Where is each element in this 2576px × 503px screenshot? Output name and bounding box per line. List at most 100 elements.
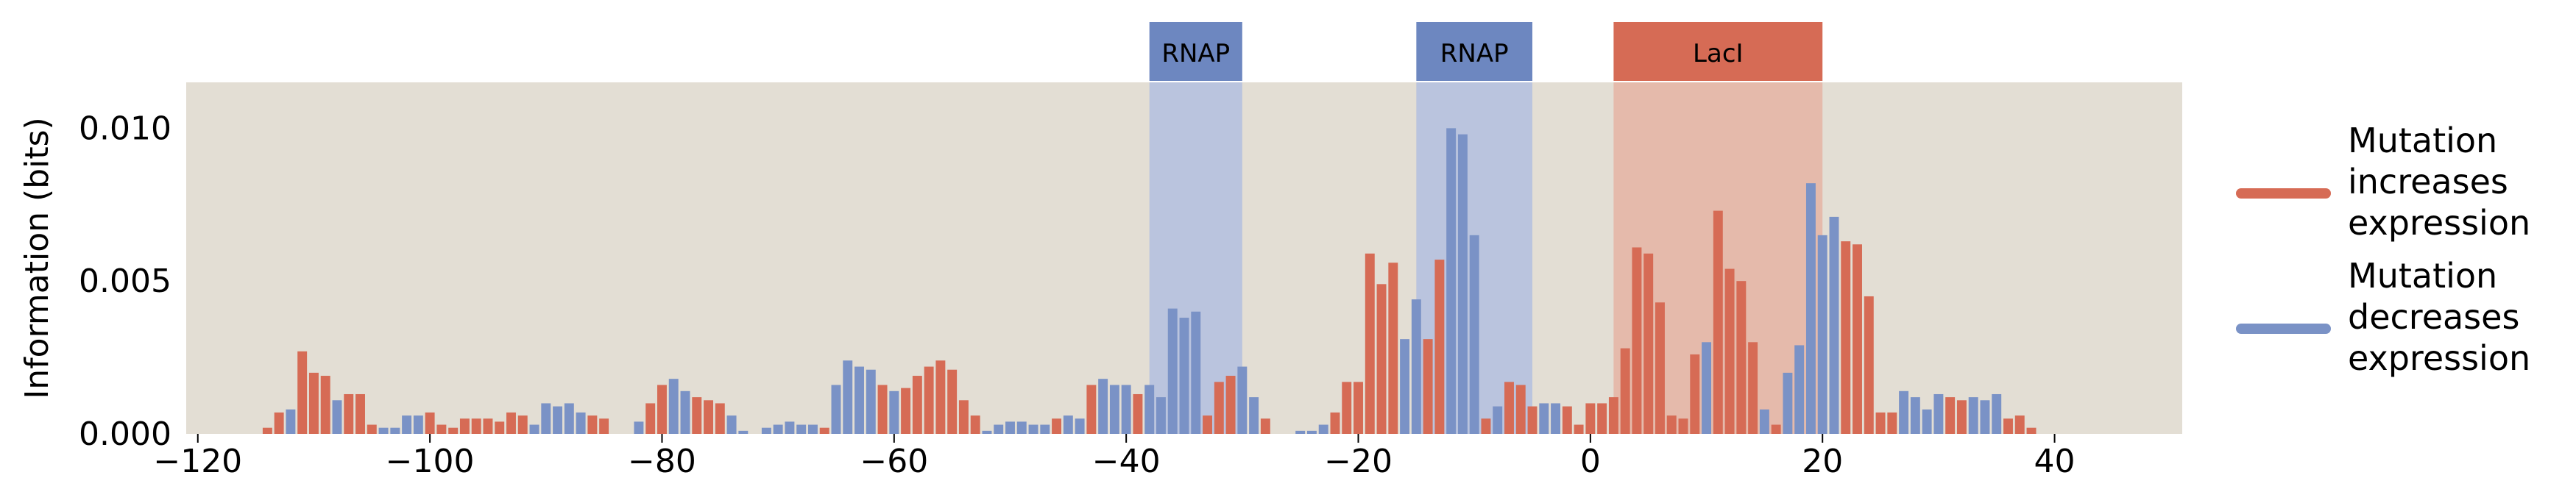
bar-increase <box>320 376 330 434</box>
bar-decrease <box>1817 235 1827 434</box>
bar-increase <box>1423 339 1433 434</box>
region-box-rnap-0 <box>1149 22 1242 81</box>
bar-decrease <box>773 424 783 434</box>
bar-decrease <box>1910 397 1920 434</box>
bar-increase <box>958 400 969 434</box>
bar-increase <box>935 360 946 434</box>
bar-increase <box>1527 406 1538 434</box>
bar-increase <box>355 393 365 434</box>
region-box-laci-2 <box>1613 22 1823 81</box>
region-label-rnap-1: RNAP <box>1440 39 1509 68</box>
bar-increase <box>425 412 435 434</box>
bar-decrease <box>1040 424 1050 434</box>
bar-decrease <box>390 427 400 434</box>
bar-increase <box>645 403 656 434</box>
axes-layer: −120 −100 −80 −60 −40 −20 0 20 40 0.000 0.005 0.010 <box>79 110 2076 480</box>
bar-increase <box>274 412 284 434</box>
bar-decrease <box>553 406 563 434</box>
legend-label-decrease: Mutation decreases expression <box>2348 256 2530 378</box>
bar-decrease <box>1469 235 1479 434</box>
bar-increase <box>1342 382 1352 434</box>
bar-decrease <box>1063 415 1073 434</box>
bar-increase <box>924 366 934 434</box>
bar-decrease <box>1794 345 1805 434</box>
bar-decrease <box>1144 385 1155 434</box>
bar-decrease <box>982 430 992 434</box>
x-tick-label: −60 <box>860 443 928 480</box>
bar-increase <box>1585 403 1596 434</box>
bar-decrease <box>1933 393 1944 434</box>
bar-decrease <box>1249 397 1259 434</box>
bar-decrease <box>796 424 807 434</box>
bar-decrease <box>1237 366 1248 434</box>
bar-decrease <box>402 415 412 434</box>
bar-increase <box>448 427 459 434</box>
bar-decrease <box>1318 424 1328 434</box>
bar-increase <box>715 403 725 434</box>
bar-increase <box>1643 253 1654 434</box>
bar-increase <box>1481 418 1491 434</box>
bar-increase <box>308 372 319 434</box>
bar-increase <box>1853 244 1862 434</box>
bar-decrease <box>761 427 771 434</box>
bar-increase <box>901 388 911 434</box>
bar-increase <box>947 369 958 434</box>
bar-increase <box>1956 400 1967 434</box>
bar-increase <box>970 415 980 434</box>
bar-increase <box>1515 385 1526 434</box>
x-tick-label: −80 <box>628 443 696 480</box>
y-axis-label: Information (bits) <box>18 117 56 399</box>
bar-decrease <box>1400 339 1410 434</box>
bar-increase <box>483 418 493 434</box>
legend-label-increase: Mutation increases expression <box>2348 121 2530 243</box>
bar-decrease <box>1539 403 1549 434</box>
bar-increase <box>1260 418 1270 434</box>
region-label-laci-2: LacI <box>1693 39 1744 68</box>
bar-increase <box>1864 296 1874 434</box>
bar-decrease <box>1306 430 1317 434</box>
bar-decrease <box>1759 409 1769 434</box>
bar-decrease <box>634 421 644 434</box>
bar-increase <box>1724 268 1735 434</box>
bar-increase <box>1771 424 1781 434</box>
bar-increase <box>1875 412 1886 434</box>
bar-decrease <box>576 412 586 434</box>
bar-decrease <box>738 430 749 434</box>
bar-increase <box>587 415 598 434</box>
bar-increase <box>912 376 922 434</box>
bar-increase <box>1713 210 1723 434</box>
bar-increase <box>2026 427 2037 434</box>
bar-decrease <box>1446 128 1457 434</box>
bar-decrease <box>1702 342 1711 434</box>
bar-increase <box>1655 302 1665 434</box>
bar-increase <box>1052 418 1062 434</box>
bar-increase <box>1504 382 1514 434</box>
bar-decrease <box>1493 406 1503 434</box>
bar-increase <box>297 351 308 434</box>
bar-decrease <box>843 360 853 434</box>
bar-decrease <box>1179 318 1189 434</box>
bar-increase <box>1365 253 1375 434</box>
bar-increase <box>1841 241 1851 434</box>
bar-decrease <box>1121 385 1131 434</box>
bar-decrease <box>1551 403 1561 434</box>
bar-increase <box>495 421 505 434</box>
bar-increase <box>471 418 481 434</box>
bar-increase <box>692 397 702 434</box>
bar-increase <box>1736 281 1747 434</box>
legend: Mutation increases expression Mutation decre… <box>2236 121 2530 378</box>
x-tick-label: 20 <box>1802 443 1843 480</box>
y-tick-label: 0.005 <box>79 263 171 300</box>
bar-decrease <box>1457 134 1468 434</box>
bar-increase <box>1620 348 1630 434</box>
bar-decrease <box>564 403 574 434</box>
x-tick-label: 40 <box>2034 443 2076 480</box>
bar-decrease <box>785 421 795 434</box>
bar-increase <box>1945 397 1956 434</box>
bar-increase <box>367 424 377 434</box>
bar-decrease <box>1992 393 2002 434</box>
bar-decrease <box>866 369 876 434</box>
bar-decrease <box>1805 183 1816 434</box>
bar-increase <box>1376 284 1387 434</box>
